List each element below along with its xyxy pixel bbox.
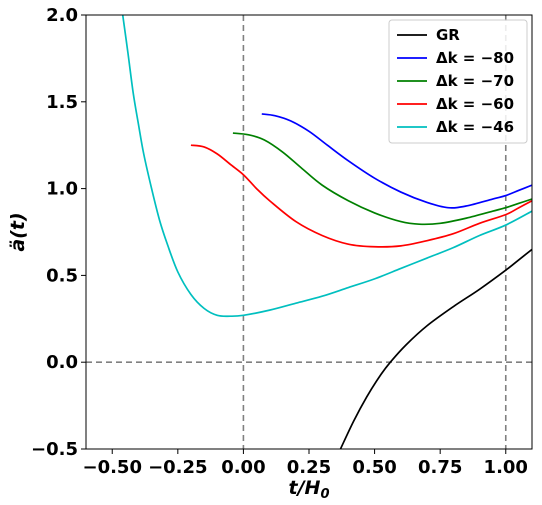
y-tick-label: 2.0 bbox=[46, 5, 78, 26]
ticks: −0.50 −0.25 0.00 0.25 0.50 0.75 1.00 −0.5 0.0 0.5… bbox=[31, 5, 528, 478]
series-line-4 bbox=[121, 15, 532, 318]
series-line-1 bbox=[261, 113, 532, 209]
legend-label: Δk = −60 bbox=[436, 95, 514, 113]
y-tick-label: 0.0 bbox=[46, 352, 78, 373]
x-tick-label: 1.00 bbox=[484, 457, 528, 478]
y-tick-label: −0.5 bbox=[31, 439, 78, 460]
legend-label: GR bbox=[436, 26, 460, 44]
series-line-0 bbox=[339, 248, 532, 449]
y-tick-label: 0.5 bbox=[46, 265, 78, 286]
legend-label: Δk = −80 bbox=[436, 49, 514, 67]
y-tick-label: 1.0 bbox=[46, 179, 78, 200]
series-line-3 bbox=[190, 144, 532, 248]
x-tick-label: −0.25 bbox=[148, 457, 208, 478]
legend-label: Δk = −46 bbox=[436, 118, 514, 136]
x-tick-label: 0.75 bbox=[418, 457, 462, 478]
x-tick-label: 0.50 bbox=[352, 457, 396, 478]
x-tick-label: 0.00 bbox=[221, 457, 265, 478]
x-axis-label: t/H0 bbox=[289, 477, 330, 502]
legend: GR Δk = −80 Δk = −70 Δk = −60 Δk = −46 bbox=[388, 19, 528, 144]
series-line-2 bbox=[232, 132, 532, 226]
legend-label: Δk = −70 bbox=[436, 72, 514, 90]
y-axis-label: ä(t) bbox=[7, 212, 29, 251]
series-layer bbox=[121, 15, 532, 449]
x-tick-label: −0.50 bbox=[82, 457, 142, 478]
y-tick-label: 1.5 bbox=[46, 92, 78, 113]
x-tick-label: 0.25 bbox=[287, 457, 331, 478]
legend-box bbox=[388, 19, 528, 144]
